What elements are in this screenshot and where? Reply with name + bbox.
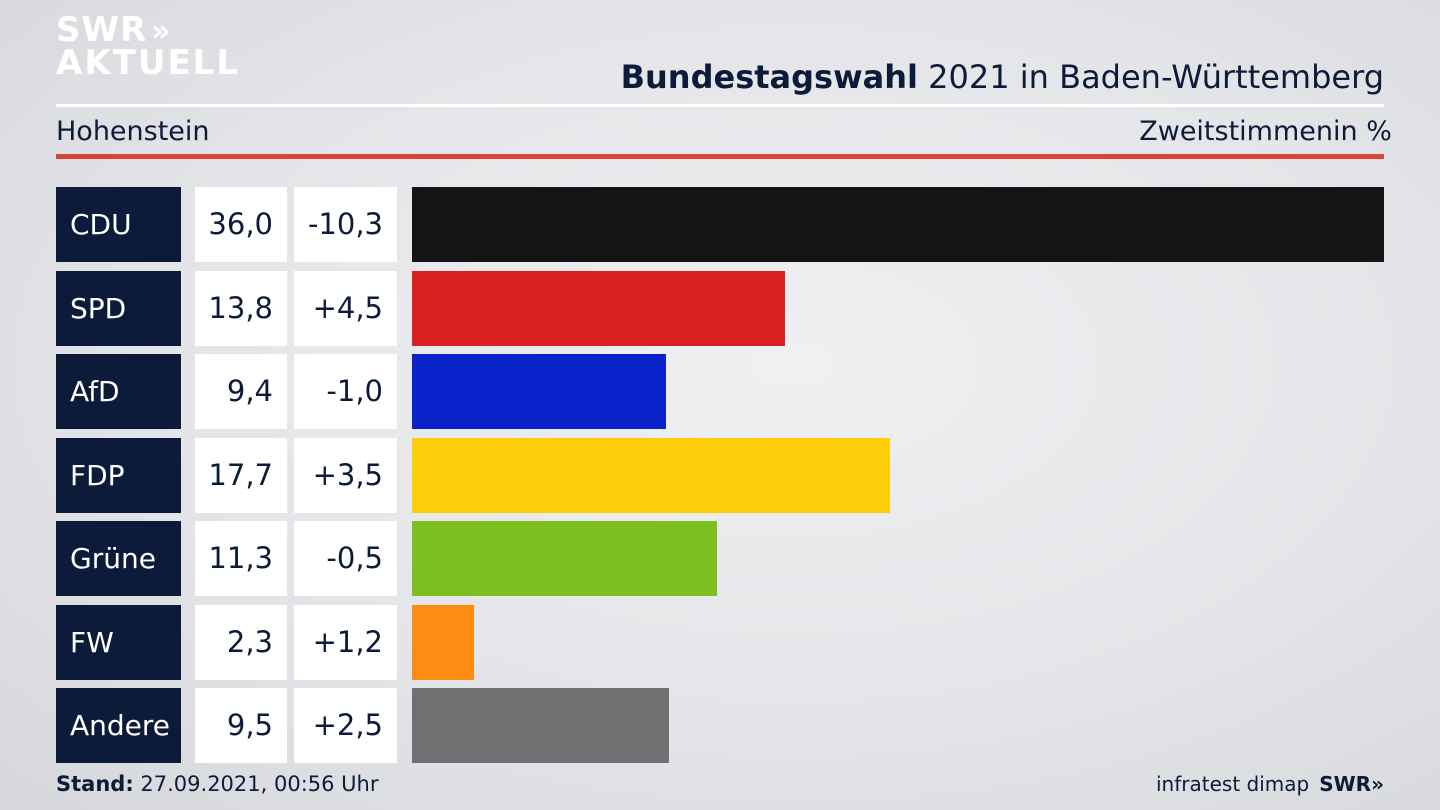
bar-track xyxy=(412,521,1384,596)
swr-aktuell-logo: SWR» AKTUELL xyxy=(56,13,241,83)
result-row: FDP 17,7 +3,5 xyxy=(56,437,1384,514)
bar-track xyxy=(412,604,1384,680)
result-row: FW 2,3 +1,2 xyxy=(56,604,1384,681)
location-label: Hohenstein xyxy=(56,116,210,147)
bar-grüne xyxy=(412,521,717,596)
swr-logo: SWR» xyxy=(1319,772,1384,796)
vote-share-value: 13,8 xyxy=(195,270,287,346)
change-value: -0,5 xyxy=(294,521,397,596)
logo-swr: SWR xyxy=(56,10,148,50)
bar-spd xyxy=(412,270,785,346)
stand-value: 27.09.2021, 00:56 Uhr xyxy=(133,772,379,796)
change-value: -1,0 xyxy=(294,354,397,429)
party-label: FW xyxy=(56,604,181,680)
change-value: -10,3 xyxy=(294,187,397,262)
source-credit: infratest dimap SWR» xyxy=(1156,772,1384,796)
vote-share-value: 9,5 xyxy=(195,688,287,763)
party-label: Grüne xyxy=(56,521,181,596)
result-row: CDU 36,0 -10,3 xyxy=(56,187,1384,263)
change-value: +3,5 xyxy=(294,437,397,513)
accent-divider xyxy=(56,154,1384,159)
timestamp: Stand: 27.09.2021, 00:56 Uhr xyxy=(56,772,379,796)
bar-fdp xyxy=(412,437,890,513)
title-rest: 2021 in Baden-Württemberg xyxy=(917,58,1384,96)
bar-track xyxy=(412,270,1384,346)
change-value: +4,5 xyxy=(294,270,397,346)
bar-afd xyxy=(412,354,666,429)
unit-label: in % xyxy=(1333,116,1392,147)
vote-share-value: 2,3 xyxy=(195,604,287,680)
party-label: Andere xyxy=(56,688,181,763)
vote-share-value: 36,0 xyxy=(195,187,287,262)
party-label: FDP xyxy=(56,437,181,513)
party-label: SPD xyxy=(56,270,181,346)
result-row: SPD 13,8 +4,5 xyxy=(56,270,1384,347)
result-row: AfD 9,4 -1,0 xyxy=(56,354,1384,430)
metric-label: Zweitstimmen xyxy=(1139,116,1333,147)
page-title: Bundestagswahl 2021 in Baden-Württemberg xyxy=(621,58,1384,96)
vote-share-value: 9,4 xyxy=(195,354,287,429)
change-value: +2,5 xyxy=(294,688,397,763)
logo-aktuell: AKTUELL xyxy=(56,42,241,83)
change-value: +1,2 xyxy=(294,604,397,680)
bar-track xyxy=(412,437,1384,513)
party-label: CDU xyxy=(56,187,181,262)
bar-andere xyxy=(412,688,669,763)
bar-track xyxy=(412,354,1384,429)
title-bold: Bundestagswahl xyxy=(620,58,918,96)
bar-track xyxy=(412,688,1384,763)
result-row: Grüne 11,3 -0,5 xyxy=(56,521,1384,597)
result-row: Andere 9,5 +2,5 xyxy=(56,688,1384,764)
vote-share-value: 17,7 xyxy=(195,437,287,513)
header-divider xyxy=(56,104,1384,107)
party-label: AfD xyxy=(56,354,181,429)
bar-track xyxy=(412,187,1384,262)
source-label: infratest dimap xyxy=(1156,772,1310,796)
bar-fw xyxy=(412,604,474,680)
results-chart: CDU 36,0 -10,3 SPD 13,8 +4,5 AfD 9,4 -1,0 FDP 17,7… xyxy=(56,187,1384,772)
vote-share-value: 11,3 xyxy=(195,521,287,596)
bar-cdu xyxy=(412,187,1384,262)
stand-label: Stand: xyxy=(56,772,134,796)
